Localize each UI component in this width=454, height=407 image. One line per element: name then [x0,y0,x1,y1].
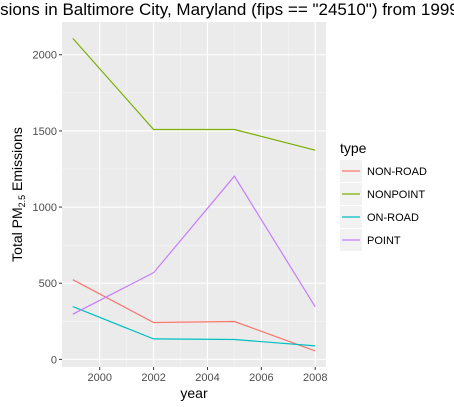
chart-title: Total PM2.5 Emissions in Baltimore City,… [0,0,454,19]
legend-label: NON-ROAD [367,166,427,178]
x-axis: 2000 2002 2004 2006 2008 [87,367,327,384]
legend-label: ON-ROAD [367,212,419,224]
series-line-point [72,175,316,315]
x-tick-label: 2000 [87,372,111,384]
y-tick-label: 2000 [33,50,57,62]
y-axis-title-subscript: 2.5 [17,195,27,208]
y-tick-label: 0 [51,354,57,366]
y-axis-title-rest: Emissions [9,127,25,195]
legend-title: type [340,140,367,156]
grid-minor [62,22,326,367]
legend-label: NONPOINT [367,189,425,201]
y-tick-label: 1000 [33,202,57,214]
grid-major [62,22,326,367]
legend: type NON-ROAD NONPOINT ON-ROAD POINT [340,140,427,251]
series-line-nonpoint [72,38,316,151]
x-tick-label: 2002 [141,372,165,384]
y-tick-label: 1500 [33,126,57,138]
x-tick-label: 2008 [303,372,327,384]
y-tick-label: 500 [39,278,57,290]
y-axis: 0 500 1000 1500 2000 [33,50,62,366]
x-tick-label: 2006 [249,372,273,384]
legend-label: POINT [367,235,401,247]
plot-background [62,22,326,367]
plot-area [62,22,326,367]
series-line-on-road [72,306,316,347]
x-axis-title: year [180,385,208,401]
series-line-non-road [72,279,316,352]
y-axis-title-main: Total PM [9,207,25,261]
x-tick-label: 2004 [195,372,219,384]
y-axis-title: Total PM2.5 Emissions [9,127,27,262]
series-lines [72,38,316,352]
